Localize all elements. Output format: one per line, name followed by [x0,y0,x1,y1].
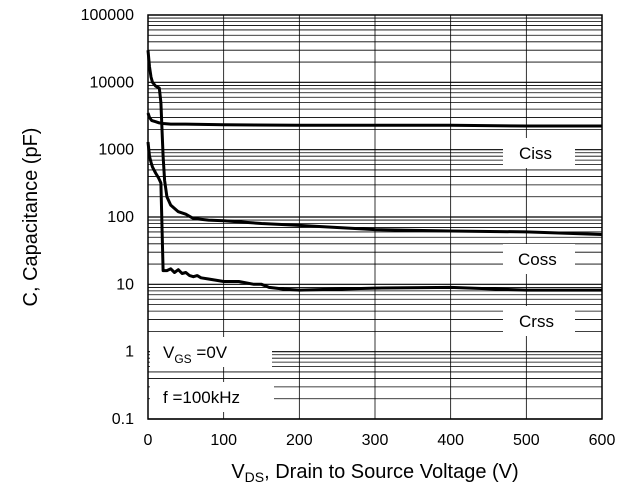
legend-ciss-label: Ciss [519,144,552,163]
legend-coss: Coss [503,244,575,274]
x-axis-label: VDS, Drain to Source Voltage (V) [231,461,518,485]
series-group [146,50,603,292]
y-tick-labels: 0.1 1 10 100 1000 10000 100000 [81,7,134,428]
series-line-coss [146,50,603,236]
legend-crss-label: Crss [519,312,554,331]
x-tick-label: 0 [144,432,153,449]
x-tick-label: 300 [362,432,389,449]
annotation-frequency-text: f =100kHz [163,388,240,407]
y-tick-label: 1000 [98,142,134,159]
x-tick-label: 500 [513,432,540,449]
annotation-frequency: f =100kHz [150,382,274,412]
series-line-crss [146,141,602,292]
annotation-vgs-text: VGS =0V [163,343,228,366]
x-tick-label: 100 [210,432,237,449]
x-tick-label: 400 [437,432,464,449]
y-tick-label: 100000 [81,7,134,24]
x-tick-label: 200 [286,432,313,449]
y-tick-label: 100 [107,209,134,226]
y-tick-label: 0.1 [112,411,134,428]
series-line-ciss [146,112,602,128]
y-axis-label: C, Capacitance (pF) [20,128,42,307]
legend-crss: Crss [503,306,575,336]
y-tick-label: 10 [116,276,134,293]
legend-coss-label: Coss [518,250,557,269]
y-tick-label: 1 [125,344,134,361]
annotation-vgs: VGS =0V [150,337,272,367]
legend-ciss: Ciss [503,138,575,168]
y-tick-label: 10000 [90,74,135,91]
x-tick-labels: 0 100 200 300 400 500 600 [144,432,616,449]
plot-frame [147,14,603,420]
x-tick-label: 600 [589,432,616,449]
